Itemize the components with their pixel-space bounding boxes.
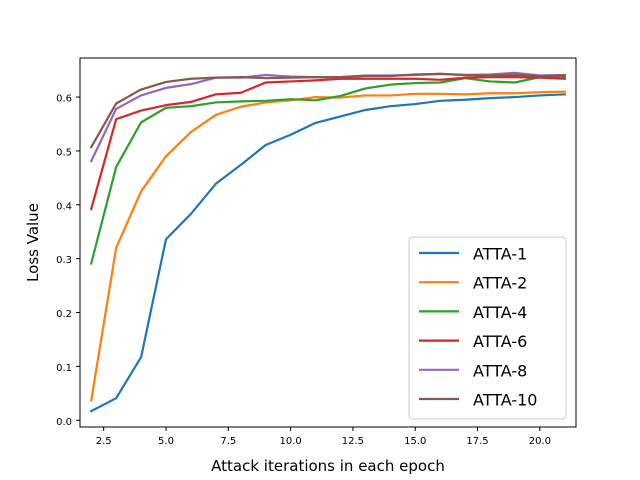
x-tick-label: 12.5 bbox=[342, 436, 364, 447]
y-axis-ticks: 0.0 0.1 0.2 0.3 0.4 0.5 0.6 bbox=[56, 94, 80, 428]
legend-label-atta-6: ATTA-6 bbox=[473, 332, 527, 351]
y-tick-label: 0.0 bbox=[56, 417, 72, 428]
x-tick-label: 7.5 bbox=[220, 436, 236, 447]
y-axis-label: Loss Value bbox=[24, 203, 42, 282]
legend-items: ATTA-1 ATTA-2 ATTA-4 ATTA-6 ATTA-8 ATTA-10 bbox=[419, 245, 537, 410]
x-tick-label: 5.0 bbox=[158, 436, 174, 447]
x-tick-label: 15.0 bbox=[404, 436, 426, 447]
legend-label-atta-4: ATTA-4 bbox=[473, 303, 527, 322]
legend: ATTA-1 ATTA-2 ATTA-4 ATTA-6 ATTA-8 ATTA-10 bbox=[408, 236, 567, 420]
x-axis-label: Attack iterations in each epoch bbox=[211, 457, 445, 475]
x-axis-ticks: 2.5 5.0 7.5 10.0 12.5 15.0 17.5 20.0 bbox=[96, 427, 551, 447]
plot-frame bbox=[79, 57, 577, 428]
series-line-atta-4 bbox=[89, 76, 566, 265]
x-tick-label: 17.5 bbox=[466, 436, 488, 447]
y-tick-label: 0.6 bbox=[56, 94, 72, 105]
y-tick-label: 0.2 bbox=[56, 309, 72, 320]
y-tick-label: 0.5 bbox=[56, 147, 72, 158]
plot-lines bbox=[89, 71, 566, 413]
x-tick-label: 10.0 bbox=[279, 436, 301, 447]
series-line-atta-6 bbox=[89, 76, 566, 211]
legend-label-atta-2: ATTA-2 bbox=[473, 274, 527, 293]
legend-label-atta-10: ATTA-10 bbox=[473, 391, 537, 410]
y-tick-label: 0.3 bbox=[56, 255, 72, 266]
x-tick-label: 20.0 bbox=[529, 436, 551, 447]
legend-label-atta-8: ATTA-8 bbox=[473, 361, 527, 380]
y-tick-label: 0.4 bbox=[56, 201, 72, 212]
series-line-atta-10 bbox=[89, 72, 566, 149]
series-line-atta-1 bbox=[89, 93, 566, 413]
y-tick-label: 0.1 bbox=[56, 363, 72, 374]
legend-label-atta-1: ATTA-1 bbox=[473, 245, 527, 264]
x-tick-label: 2.5 bbox=[96, 436, 112, 447]
